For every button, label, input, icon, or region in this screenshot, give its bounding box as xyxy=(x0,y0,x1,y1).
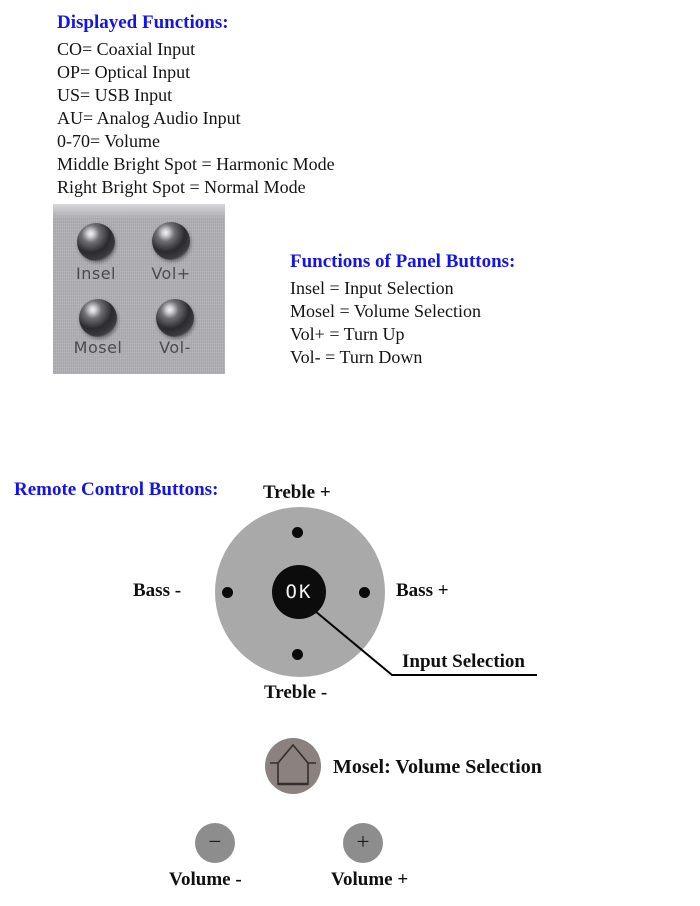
bass-plus-label: Bass + xyxy=(396,580,449,601)
displayed-functions-section: Displayed Functions: CO= Coaxial Input O… xyxy=(57,11,335,199)
bass-minus-label: Bass - xyxy=(133,580,182,601)
function-line-harmonic: Middle Bright Spot = Harmonic Mode xyxy=(57,154,335,174)
bass-minus-dot-icon xyxy=(222,587,233,598)
panel-line-volplus: Vol+ = Turn Up xyxy=(290,324,405,344)
treble-minus-label: Treble - xyxy=(264,682,328,703)
function-line-au: AU= Analog Audio Input xyxy=(57,108,241,128)
function-line-normal: Right Bright Spot = Normal Mode xyxy=(57,177,306,197)
vol-minus-knob-icon xyxy=(156,299,194,337)
treble-minus-dot-icon xyxy=(292,649,303,660)
minus-icon: − xyxy=(208,829,222,854)
panel-buttons-photo: Insel Vol+ Mosel Vol- xyxy=(53,204,225,374)
volume-minus-label: Volume - xyxy=(169,869,242,890)
insel-knob-icon xyxy=(77,223,115,261)
panel-line-mosel: Mosel = Volume Selection xyxy=(290,301,481,321)
callout-line xyxy=(314,610,537,676)
function-line-volume: 0-70= Volume xyxy=(57,131,160,151)
panel-line-volminus: Vol- = Turn Down xyxy=(290,347,423,367)
vol-minus-knob-label: Vol- xyxy=(159,338,191,357)
treble-plus-label: Treble + xyxy=(263,482,331,503)
bass-plus-dot-icon xyxy=(359,587,370,598)
insel-knob-label: Insel xyxy=(76,264,116,283)
volume-minus-button-illustration: − xyxy=(195,823,235,863)
mosel-caption: Mosel: Volume Selection xyxy=(333,756,542,778)
vol-plus-knob-icon xyxy=(152,222,190,260)
treble-plus-dot-icon xyxy=(292,527,303,538)
function-line-op: OP= Optical Input xyxy=(57,62,191,82)
ok-button-illustration: OK xyxy=(272,565,326,619)
function-line-co: CO= Coaxial Input xyxy=(57,39,196,59)
remote-control-heading: Remote Control Buttons: xyxy=(14,479,219,500)
panel-functions-heading: Functions of Panel Buttons: xyxy=(290,251,516,272)
mosel-knob-icon xyxy=(79,299,117,337)
volume-plus-button-illustration: + xyxy=(343,823,383,863)
mosel-knob-label: Mosel xyxy=(73,338,123,357)
volume-plus-label: Volume + xyxy=(331,869,409,890)
plus-icon: + xyxy=(356,829,370,854)
displayed-functions-heading: Displayed Functions: xyxy=(57,12,229,33)
function-line-us: US= USB Input xyxy=(57,85,173,105)
panel-functions-section: Functions of Panel Buttons: Insel = Inpu… xyxy=(290,250,515,369)
panel-line-insel: Insel = Input Selection xyxy=(290,278,454,298)
vol-plus-knob-label: Vol+ xyxy=(151,264,191,283)
ok-label: OK xyxy=(285,581,313,603)
home-icon xyxy=(270,743,316,786)
input-selection-label: Input Selection xyxy=(402,651,525,672)
mosel-button-illustration xyxy=(265,738,321,794)
